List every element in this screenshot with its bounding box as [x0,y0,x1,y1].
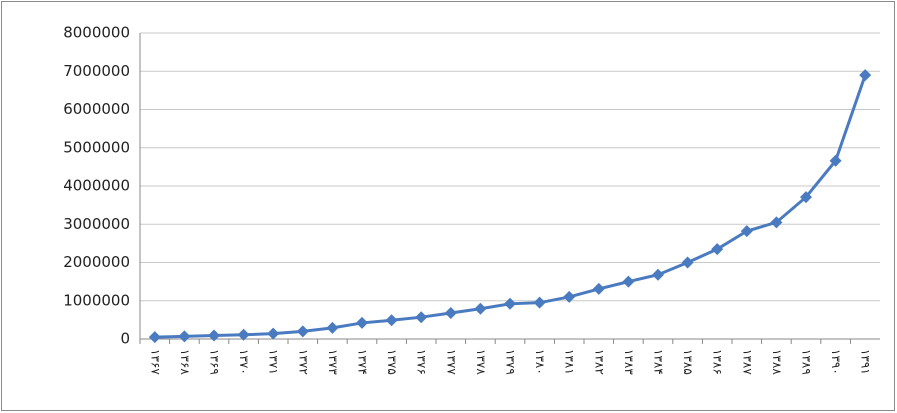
data-point [829,154,842,167]
data-point [859,69,872,82]
y-tick-label: 1000000 [63,291,130,309]
x-tick-label: ۱۳۶۸ [178,349,192,375]
x-tick-label: ۱۳۷۸ [474,349,488,375]
x-tick-label: ۱۳۶۹ [208,349,222,375]
data-point [563,290,576,303]
data-point [208,329,220,342]
data-point [800,191,812,204]
data-point [652,268,664,281]
y-tick-label: 0 [120,330,130,348]
x-tick-label: ۱۳۸۸ [770,349,784,375]
data-point [385,314,398,327]
data-point [415,311,428,324]
x-tick-label: ۱۳۷۱ [267,349,281,375]
data-point [444,306,457,319]
x-tick-label: ۱۳۸۱ [563,349,577,375]
data-point [533,296,546,309]
x-tick-label: ۱۳۸۳ [622,349,636,375]
y-tick-label: 2000000 [63,253,130,271]
x-tick-label: ۱۳۶۷ [148,349,162,375]
x-tick-label: ۱۳۸۰ [533,349,547,375]
data-point [474,302,487,315]
y-tick-label: 3000000 [63,215,130,233]
data-point [296,325,309,338]
x-tick-label: ۱۳۸۵ [681,349,695,375]
x-tick-label: ۱۳۸۲ [592,349,606,375]
data-point [148,331,161,344]
x-tick-label: ۱۳۸۴ [652,349,666,375]
y-tick-label: 6000000 [63,100,130,118]
y-tick-label: 5000000 [63,138,130,156]
data-point [267,327,280,340]
x-tick-label: ۱۳۹۰ [829,349,843,375]
x-tick-label: ۱۳۷۲ [296,349,310,375]
data-point [178,330,191,343]
data-point [770,216,783,229]
data-point [504,297,516,310]
x-tick-label: ۱۳۸۹ [800,349,814,375]
data-point [622,275,635,288]
data-point [592,282,605,295]
x-tick-label: ۱۳۷۳ [326,349,340,375]
x-tick-label: ۱۳۸۷ [740,349,754,375]
data-point [356,316,368,329]
x-tick-label: ۱۳۷۹ [504,349,518,375]
x-tick-label: ۱۳۷۷ [444,349,458,375]
y-tick-label: 7000000 [63,62,130,80]
x-tick-label: ۱۳۷۴ [356,349,370,375]
data-point [681,256,694,269]
x-tick-label: ۱۳۷۵ [385,349,399,375]
data-point [740,225,753,238]
x-tick-label: ۱۳۷۶ [415,349,429,375]
y-tick-label: 4000000 [63,177,130,195]
y-tick-label: 8000000 [63,24,130,42]
data-point [711,243,724,256]
data-point [326,321,339,334]
data-point [237,328,250,341]
x-tick-label: ۱۳۸۶ [711,349,725,375]
x-tick-label: ۱۳۷۰ [237,349,251,375]
x-tick-label: ۱۳۹۱ [859,349,873,375]
